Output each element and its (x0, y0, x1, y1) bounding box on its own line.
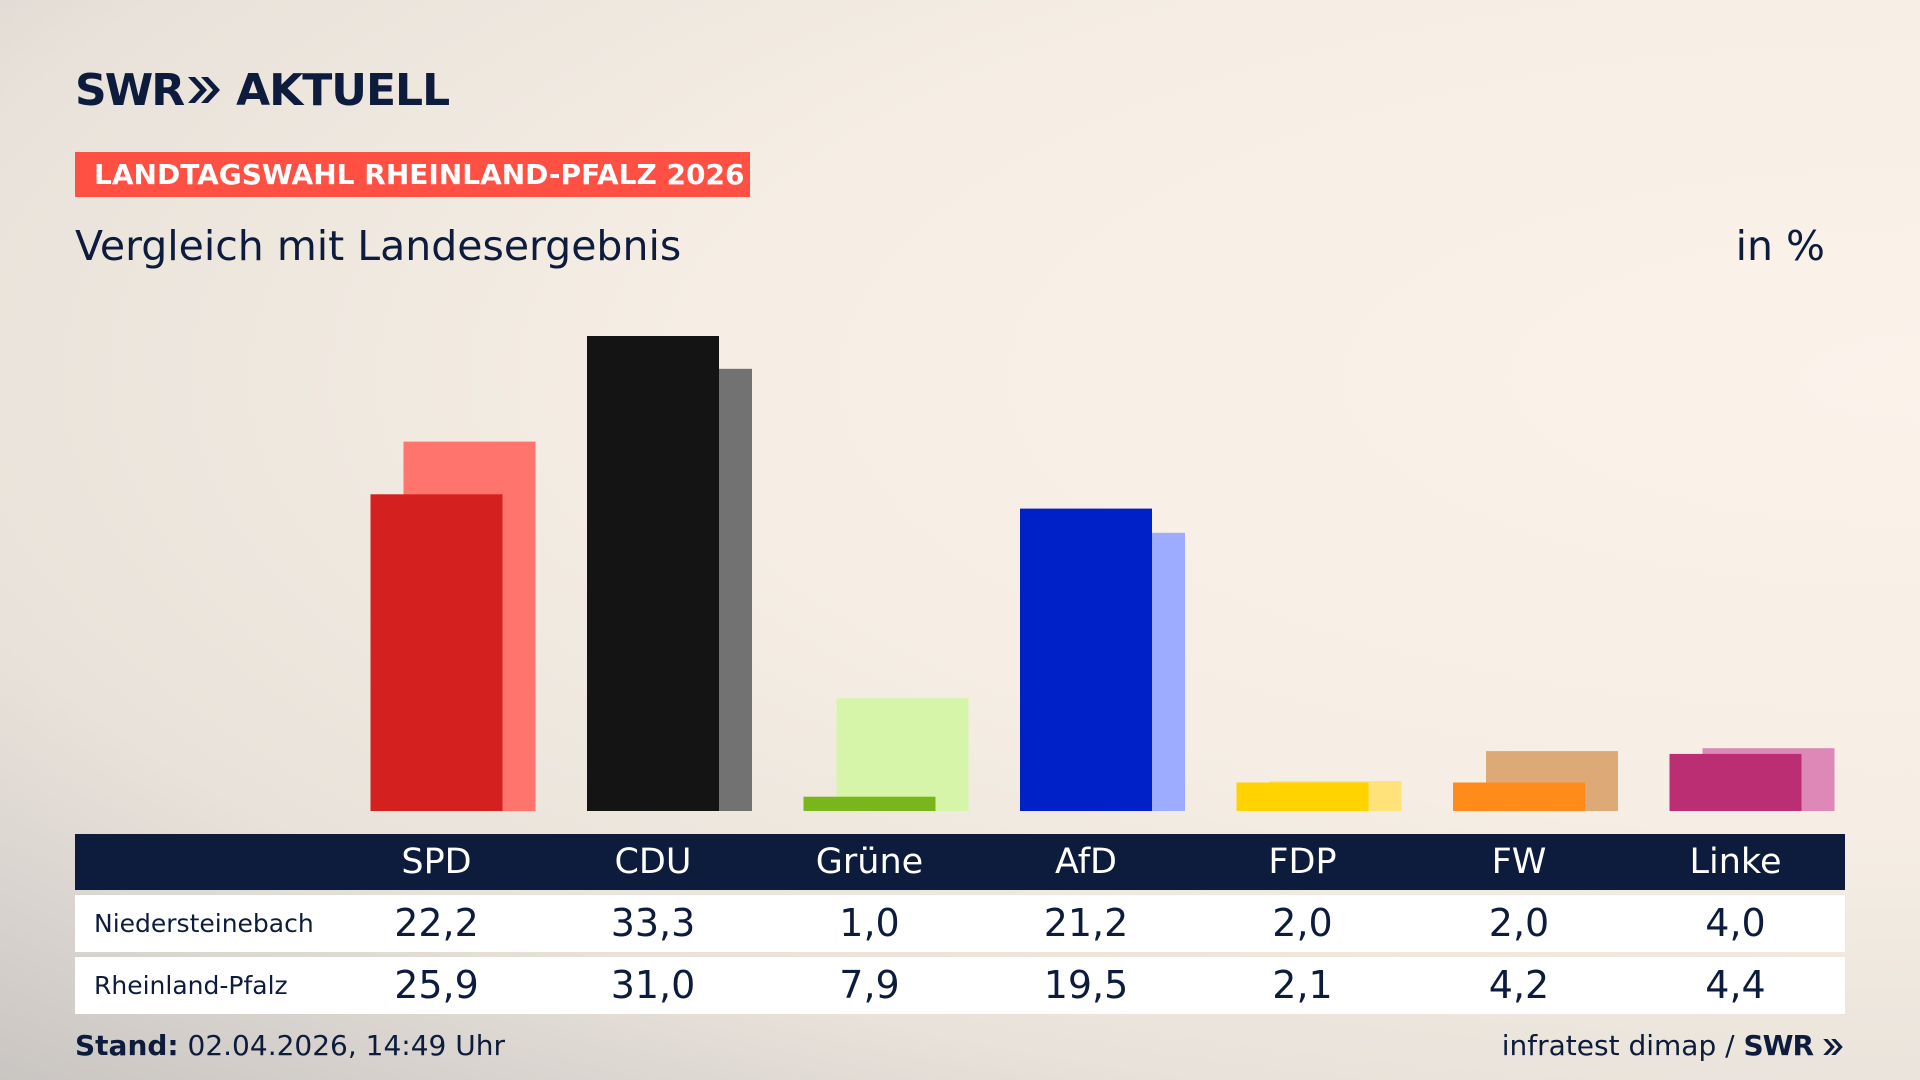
value-cell: 21,2 (1043, 901, 1129, 945)
bar-chart (370, 336, 1835, 811)
party-header: CDU (614, 842, 692, 882)
logo-aktuell-text: AKTUELL (236, 64, 450, 116)
double-chevron-icon (188, 77, 221, 103)
bar-afd-local (1020, 508, 1152, 811)
row-label: Niedersteinebach (94, 909, 314, 938)
value-cell: 4,0 (1705, 901, 1766, 945)
value-cell: 19,5 (1043, 963, 1129, 1007)
value-cell: 4,2 (1488, 963, 1550, 1007)
chart-subtitle: Vergleich mit Landesergebnis (75, 222, 682, 270)
bar-spd-local (370, 494, 503, 811)
table-header-row: SPD CDU Grüne AfD FDP FW Linke (75, 834, 1845, 890)
value-cell: 22,2 (394, 901, 479, 945)
bar-fw-local (1453, 782, 1585, 811)
row-label: Rheinland-Pfalz (94, 971, 288, 1000)
party-header: FDP (1268, 842, 1337, 882)
value-cell: 1,0 (839, 901, 900, 945)
value-cell: 2,1 (1272, 963, 1333, 1007)
source-text: infratest dimap / (1501, 1029, 1735, 1062)
value-cell: 2,0 (1272, 901, 1333, 945)
bar-grne-state (836, 698, 969, 811)
party-header: FW (1491, 842, 1547, 882)
source-credit: infratest dimap / SWR (1502, 1029, 1844, 1062)
source-swr-logo: SWR (1743, 1029, 1814, 1062)
swr-aktuell-logo: SWR AKTUELL (75, 64, 450, 116)
bar-fdp-local (1236, 782, 1369, 811)
bar-grne-local (803, 796, 936, 811)
value-cell: 33,3 (610, 901, 696, 945)
logo-swr-text: SWR (75, 64, 185, 116)
value-cell: 31,0 (610, 963, 696, 1007)
table-row-rheinland-pfalz: Rheinland-Pfalz 25,9 31,0 7,9 19,5 2,1 4,2 4,4 (75, 957, 1845, 1014)
double-chevron-icon (1823, 1039, 1843, 1055)
bar-cdu-local (587, 336, 719, 811)
unit-label: in % (1735, 222, 1825, 270)
value-cell: 25,9 (394, 963, 479, 1007)
table-row-niedersteinebach: Niedersteinebach 22,2 33,3 1,0 21,2 2,0 2,0 4,… (75, 895, 1845, 952)
results-table: SPD CDU Grüne AfD FDP FW Linke Niedersteinebac… (75, 834, 1845, 1014)
timestamp: Stand: 02.04.2026, 14:49 Uhr (75, 1029, 505, 1062)
value-cell: 2,0 (1488, 901, 1550, 945)
stand-label: Stand: (75, 1029, 179, 1062)
party-header: Linke (1689, 842, 1782, 882)
bar-linke-local (1669, 753, 1802, 811)
stand-value: 02.04.2026, 14:49 Uhr (187, 1029, 505, 1062)
party-header: SPD (401, 842, 472, 882)
value-cell: 7,9 (839, 963, 900, 1007)
party-header: Grüne (815, 842, 924, 882)
value-cell: 4,4 (1705, 963, 1766, 1007)
party-header: AfD (1055, 842, 1117, 882)
election-badge: LANDTAGSWAHL RHEINLAND-PFALZ 2026 (75, 152, 750, 197)
